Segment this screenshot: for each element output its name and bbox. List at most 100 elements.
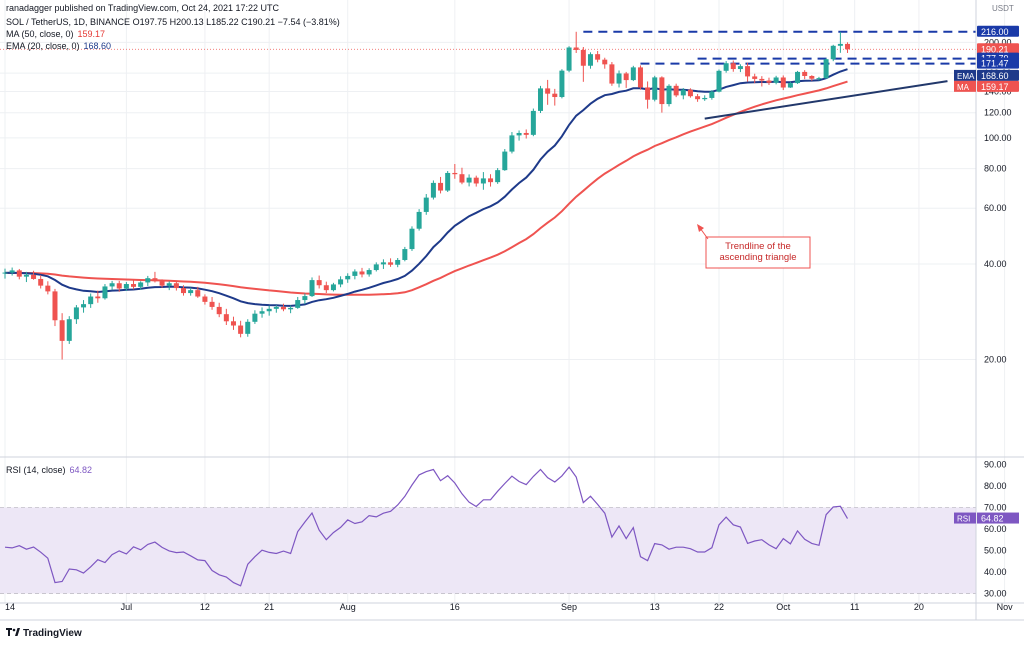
rsi-tick-label: 80.00 xyxy=(984,481,1007,491)
candle-body xyxy=(181,288,186,294)
candle-body xyxy=(523,132,529,135)
candle-body xyxy=(59,320,65,341)
candle-body xyxy=(73,307,79,320)
candle-body xyxy=(280,306,286,310)
candle-body xyxy=(145,278,151,283)
ma-value: 159.17 xyxy=(77,29,106,39)
candle-body xyxy=(416,211,422,229)
price-unit-label: USDT xyxy=(992,4,1014,13)
candle-body xyxy=(45,285,51,292)
candle-body xyxy=(273,306,279,309)
candle-body xyxy=(702,97,708,100)
price-tags: 216.00190.2106:37:49177.79171.47168.60EM… xyxy=(954,25,1019,524)
published-line: ranadagger published on TradingView.com,… xyxy=(6,3,279,14)
price-tick-label: 60.00 xyxy=(984,203,1007,213)
candle-body xyxy=(209,301,215,307)
rsi-label: RSI (14, close) xyxy=(6,465,66,475)
candle-body xyxy=(259,311,265,314)
candle-body xyxy=(730,63,736,70)
candle-body xyxy=(152,278,158,282)
price-tag-label: 168.60 xyxy=(981,71,1009,81)
price-tag-label: 190.21 xyxy=(981,44,1009,54)
candle-body xyxy=(252,313,258,322)
candle-body xyxy=(666,85,672,105)
candle-body xyxy=(159,281,165,286)
rsi-tick-label: 50.00 xyxy=(984,545,1007,555)
candle-body xyxy=(216,306,222,315)
candle-body xyxy=(652,77,658,100)
candle-body xyxy=(131,284,137,287)
ema-legend[interactable]: EMA (20, close, 0) 168.60 xyxy=(6,41,111,52)
candle-body xyxy=(495,170,501,183)
price-tag-label: 159.17 xyxy=(981,82,1009,92)
candle-body xyxy=(502,151,508,171)
candle-body xyxy=(559,70,565,98)
candle-body xyxy=(780,77,786,88)
indicator-name-tag xyxy=(954,69,976,81)
candle-body xyxy=(109,283,115,287)
candle-body xyxy=(202,296,208,302)
candle-body xyxy=(545,88,551,94)
time-tick-label: 22 xyxy=(714,602,724,612)
candle-body xyxy=(709,91,715,98)
price-tick-label: 80.00 xyxy=(984,164,1007,174)
candle-body xyxy=(637,67,643,88)
candle-body xyxy=(238,325,244,334)
candle-body xyxy=(773,77,779,83)
rsi-tick-label: 70.00 xyxy=(984,502,1007,512)
candle-body xyxy=(723,63,729,71)
candle-body xyxy=(316,280,322,286)
time-tick-label: 12 xyxy=(200,602,210,612)
candle-body xyxy=(116,283,122,289)
candle-body xyxy=(380,262,386,265)
candle-body xyxy=(102,286,108,299)
annotation-text: Trendline of the xyxy=(725,241,791,252)
candle-body xyxy=(345,275,351,280)
candle-body xyxy=(609,64,615,84)
candle-body xyxy=(802,71,808,76)
candle-body xyxy=(173,283,179,289)
rsi-tick-label: 30.00 xyxy=(984,589,1007,599)
candle-body xyxy=(623,73,629,81)
rsi-value-tag xyxy=(977,512,1019,524)
rsi-tick-label: 60.00 xyxy=(984,524,1007,534)
price-tick-label: 100.00 xyxy=(984,133,1012,143)
candle-body xyxy=(830,45,836,60)
rsi-line xyxy=(4,466,849,587)
candle-body xyxy=(616,73,622,84)
tradingview-logo-icon xyxy=(6,628,20,636)
time-tick-label: 13 xyxy=(650,602,660,612)
ema-20-path xyxy=(4,68,848,307)
time-tick-label: 21 xyxy=(264,602,274,612)
tradingview-footer[interactable]: TradingView xyxy=(6,628,82,639)
rsi-tick-label: 90.00 xyxy=(984,459,1007,469)
candle-body xyxy=(787,83,793,88)
candle-body xyxy=(195,290,201,297)
ema-value: 168.60 xyxy=(83,41,112,51)
annotation-text: ascending triangle xyxy=(719,252,796,263)
ascending-trendline xyxy=(704,80,948,120)
candle-body xyxy=(423,197,429,212)
price-tick-label: 40.00 xyxy=(984,259,1007,269)
candle-body xyxy=(737,66,743,70)
candle-body xyxy=(473,177,479,184)
candle-body xyxy=(16,270,22,277)
trendline xyxy=(704,80,948,120)
candle-body xyxy=(88,296,94,305)
rsi-name-tag xyxy=(954,512,976,524)
time-tick-label: Sep xyxy=(561,602,577,612)
symbol-title: SOL / TetherUS, 1D, BINANCE xyxy=(6,17,131,27)
time-tick-label: 20 xyxy=(914,602,924,612)
candle-body xyxy=(595,54,601,60)
candle-body xyxy=(402,249,408,260)
price-tag xyxy=(977,57,1019,69)
price-tick-label: 120.00 xyxy=(984,108,1012,118)
rsi-legend[interactable]: RSI (14, close) 64.82 xyxy=(6,465,92,476)
candle-body xyxy=(138,282,144,287)
annotation-arrowhead xyxy=(697,224,704,232)
candle-body xyxy=(480,178,486,184)
ma-legend[interactable]: MA (50, close, 0) 159.17 xyxy=(6,29,105,40)
candle-body xyxy=(330,284,336,291)
candle-body xyxy=(680,89,686,96)
